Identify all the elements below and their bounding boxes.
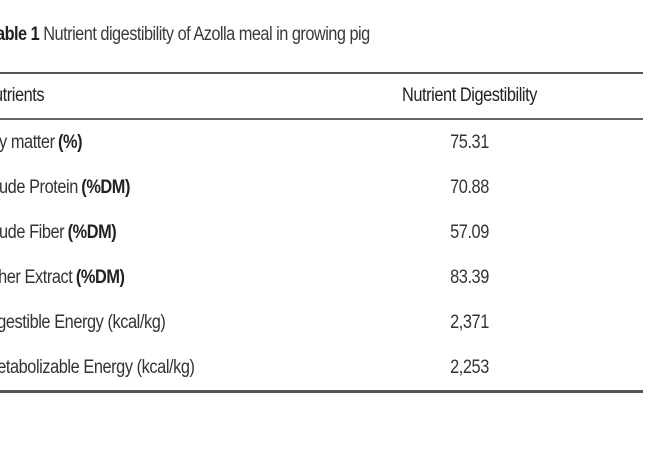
- row-nutrient-label: ther Extract: [0, 266, 73, 288]
- table-header-rule: [0, 118, 643, 120]
- table-caption: able 1 Nutrient digestibility of Azolla …: [0, 24, 370, 46]
- row-nutrient-label: rude Protein: [0, 176, 78, 198]
- row-digestibility-value: 57.09: [450, 221, 489, 243]
- table-header-row: utrients Nutrient Digestibility: [0, 74, 643, 118]
- table-top-rule: [0, 72, 643, 74]
- table-row: rude Fiber (%DM) 57.09: [0, 210, 643, 255]
- header-nutrients: utrients: [0, 85, 45, 106]
- row-digestibility-value: 83.39: [450, 266, 489, 288]
- table-row: rude Protein (%DM) 70.88: [0, 165, 643, 210]
- row-nutrient-label: letabolizable Energy (kcal/kg): [0, 356, 195, 378]
- table-row: ry matter (%) 75.31: [0, 120, 643, 165]
- row-digestibility-value: 2,371: [450, 311, 489, 333]
- row-nutrient-name: igestible Energy (kcal/kg): [0, 300, 166, 345]
- row-nutrient-label: igestible Energy (kcal/kg): [0, 311, 166, 333]
- table-caption-label: able 1: [0, 24, 40, 45]
- row-nutrient-unit: (%DM): [67, 221, 117, 243]
- nutrient-digestibility-table: utrients Nutrient Digestibility ry matte…: [0, 72, 643, 393]
- row-nutrient-name: ther Extract (%DM): [0, 255, 125, 300]
- row-nutrient-label: rude Fiber: [0, 221, 65, 243]
- row-nutrient-name: rude Protein (%DM): [0, 165, 130, 210]
- row-nutrient-name: ry matter (%): [0, 120, 83, 165]
- row-nutrient-unit: (%DM): [75, 266, 125, 288]
- row-nutrient-unit: (%DM): [81, 176, 130, 198]
- row-nutrient-unit: (%): [58, 131, 83, 153]
- row-nutrient-name: letabolizable Energy (kcal/kg): [0, 345, 195, 390]
- row-digestibility-value: 75.31: [450, 131, 489, 153]
- table-row: ther Extract (%DM) 83.39: [0, 255, 643, 300]
- row-nutrient-label: ry matter: [0, 131, 55, 153]
- row-digestibility-value: 70.88: [450, 176, 489, 198]
- row-digestibility-value: 2,253: [450, 356, 489, 378]
- row-nutrient-name: rude Fiber (%DM): [0, 210, 117, 255]
- table-caption-text: Nutrient digestibility of Azolla meal in…: [43, 24, 370, 45]
- table-row: letabolizable Energy (kcal/kg) 2,253: [0, 345, 643, 390]
- table-bottom-rule: [0, 390, 643, 393]
- header-nutrient-digestibility: Nutrient Digestibility: [402, 85, 537, 106]
- table-row: igestible Energy (kcal/kg) 2,371: [0, 300, 643, 345]
